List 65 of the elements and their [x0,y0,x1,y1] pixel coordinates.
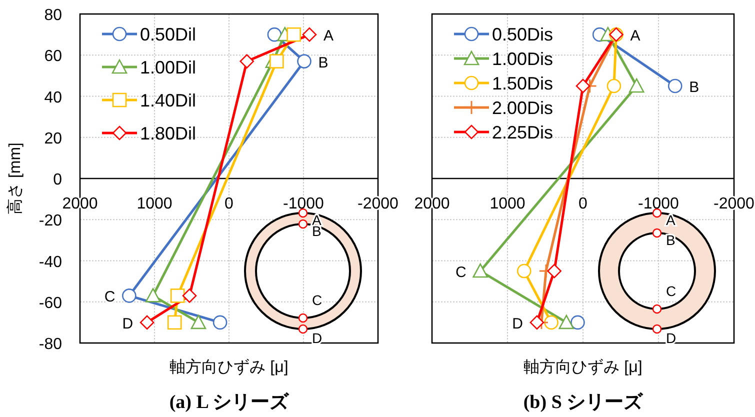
text: (b) S シリーズ [523,392,644,413]
point [145,288,161,302]
y-tick-label: -80 [38,336,62,353]
x-tick-label: 1000 [136,196,172,212]
point [190,314,206,330]
x-axis-title: 軸方向ひずみ [μ] [524,358,642,376]
point [530,315,544,330]
annotation: B [318,54,328,72]
point [297,54,312,68]
y-tick-label: 40 [44,89,62,106]
point [212,315,228,330]
point [472,263,488,278]
legend-label: 1.00Dis [492,49,554,69]
point [606,78,622,94]
legend-label: 1.50Dis [492,74,554,94]
y-tick-label: -20 [38,212,62,230]
legend-label: 1.80Dil [140,124,196,144]
x-tick-label: 0 [578,196,588,212]
point [140,315,154,330]
point [544,315,558,330]
annotation: D [122,315,134,332]
x-axis-title: 軸方向ひずみ [μ] [170,358,288,376]
point [516,264,532,278]
x-tick-label: -1000 [283,196,324,212]
y-axis-title: 高さ [mm] [6,142,24,214]
annotation: C [312,292,322,308]
legend-label: 0.50Dil [140,24,196,44]
legend-label: 1.40Dil [140,90,196,110]
y-tick-label: -60 [38,294,62,312]
x-tick-label: 0 [224,196,234,212]
point [668,78,682,94]
point [240,54,254,68]
point [286,27,301,42]
point [167,315,182,330]
point [270,54,284,68]
y-tick-label: 20 [44,130,62,148]
legend-label: 1.00Dil [140,58,196,78]
point [576,78,590,94]
annotation: C [666,283,676,299]
point [628,78,644,93]
point [302,27,317,42]
legend-label: 2.00Dis [492,98,554,118]
y-tick-label: -40 [38,254,62,271]
annotation: A [323,28,334,45]
annotation: C [455,264,466,282]
legend-label: 0.50Dis [492,24,554,44]
point [170,288,185,303]
x-tick-label: -1000 [638,196,680,212]
point [570,315,585,330]
annotation: C [104,288,116,306]
point [558,314,574,330]
legend-label: 2.25Dis [492,122,554,142]
y-tick-label: 80 [44,7,62,24]
y-tick-label: 0 [53,172,62,188]
y-tick-label: 60 [44,48,62,66]
annotation: A [666,212,676,228]
annotation: D [512,315,524,332]
point [122,288,136,303]
point [547,264,562,278]
annotation: A [630,28,640,45]
text: (a) L シリーズ [169,392,290,413]
point [182,288,197,303]
x-tick-label: 1000 [490,196,526,212]
point [267,27,282,42]
annotation: B [689,78,700,96]
